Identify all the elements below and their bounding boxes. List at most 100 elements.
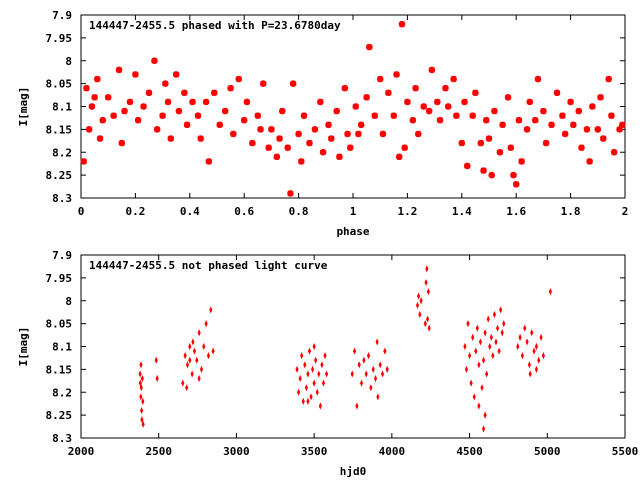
data-point	[336, 153, 343, 161]
data-point	[134, 117, 142, 124]
data-point	[494, 338, 498, 346]
x-tick-label: 0.6	[234, 205, 254, 218]
data-point	[197, 374, 201, 383]
data-point	[466, 320, 470, 328]
data-point	[500, 329, 504, 337]
data-point	[303, 361, 307, 369]
data-point	[257, 126, 264, 133]
data-point	[141, 420, 145, 428]
data-point	[474, 347, 478, 355]
data-point	[205, 158, 213, 165]
data-point	[518, 158, 525, 165]
data-point	[241, 117, 248, 124]
data-point	[434, 98, 441, 106]
x-tick-label: 3500	[301, 445, 328, 458]
data-point	[204, 320, 208, 328]
data-point	[350, 370, 354, 378]
data-point	[254, 112, 261, 119]
data-point	[185, 361, 190, 369]
data-point	[418, 310, 422, 319]
data-point	[520, 352, 524, 360]
data-point	[139, 361, 143, 369]
data-point	[216, 121, 223, 128]
data-point	[526, 98, 533, 106]
data-point	[91, 94, 98, 101]
x-tick-label: 4000	[379, 445, 406, 458]
data-point	[197, 135, 204, 142]
data-point	[312, 342, 316, 351]
data-point	[249, 139, 256, 147]
data-point	[482, 425, 486, 433]
data-point	[355, 402, 359, 410]
data-point	[542, 139, 550, 147]
x-tick-label: 1.4	[452, 205, 472, 218]
data-point	[489, 333, 493, 341]
data-point	[608, 112, 615, 119]
data-point	[485, 135, 493, 142]
data-point	[583, 126, 591, 133]
data-point	[461, 98, 468, 106]
data-point	[190, 370, 194, 378]
data-point	[534, 365, 538, 373]
data-point	[175, 107, 183, 115]
data-point	[300, 352, 304, 360]
data-point	[377, 75, 384, 83]
data-point	[518, 333, 522, 341]
data-point	[428, 66, 436, 74]
data-point	[371, 365, 375, 373]
y-tick-label: 8.2	[52, 146, 72, 159]
x-tick-label: 0.2	[125, 205, 145, 218]
data-point	[477, 402, 481, 410]
data-point	[314, 356, 318, 364]
data-point	[88, 103, 96, 110]
x-tick-label: 5000	[534, 445, 561, 458]
data-point	[289, 80, 297, 87]
data-point	[260, 80, 267, 87]
data-point	[419, 297, 423, 305]
data-point	[243, 98, 251, 106]
data-point	[183, 121, 191, 128]
data-point	[323, 352, 327, 360]
data-point	[300, 112, 308, 119]
x-tick-label: 5500	[612, 445, 639, 458]
x-axis-label: phase	[336, 225, 369, 238]
data-point	[486, 315, 490, 323]
data-point	[209, 306, 213, 314]
data-point	[464, 365, 469, 373]
data-point	[597, 94, 604, 101]
data-point	[570, 121, 577, 128]
data-point	[499, 121, 506, 128]
data-point	[140, 374, 144, 383]
x-tick-label: 0.4	[180, 205, 200, 218]
data-point	[230, 130, 237, 138]
data-point	[80, 158, 87, 165]
y-tick-label: 7.9	[52, 249, 72, 262]
data-point	[499, 306, 503, 314]
data-point	[523, 324, 527, 332]
data-point	[306, 370, 310, 378]
y-tick-label: 8.15	[46, 123, 73, 136]
data-point	[541, 352, 545, 360]
data-point	[132, 71, 139, 78]
data-point	[594, 126, 601, 133]
data-point	[268, 126, 275, 133]
data-point	[483, 117, 490, 124]
data-point	[140, 103, 147, 110]
data-point	[426, 315, 430, 323]
data-point	[297, 388, 301, 396]
data-point	[578, 144, 585, 151]
data-point	[183, 352, 187, 360]
data-point	[513, 181, 520, 188]
data-point	[118, 139, 125, 147]
data-point	[469, 379, 473, 387]
data-point	[99, 117, 106, 124]
data-point	[548, 288, 552, 296]
data-point	[366, 352, 371, 360]
data-point	[401, 144, 408, 151]
data-point	[139, 384, 143, 392]
data-point	[390, 112, 397, 119]
data-point	[477, 139, 485, 147]
data-point	[525, 338, 529, 346]
data-point	[85, 126, 93, 133]
data-point	[199, 365, 204, 373]
